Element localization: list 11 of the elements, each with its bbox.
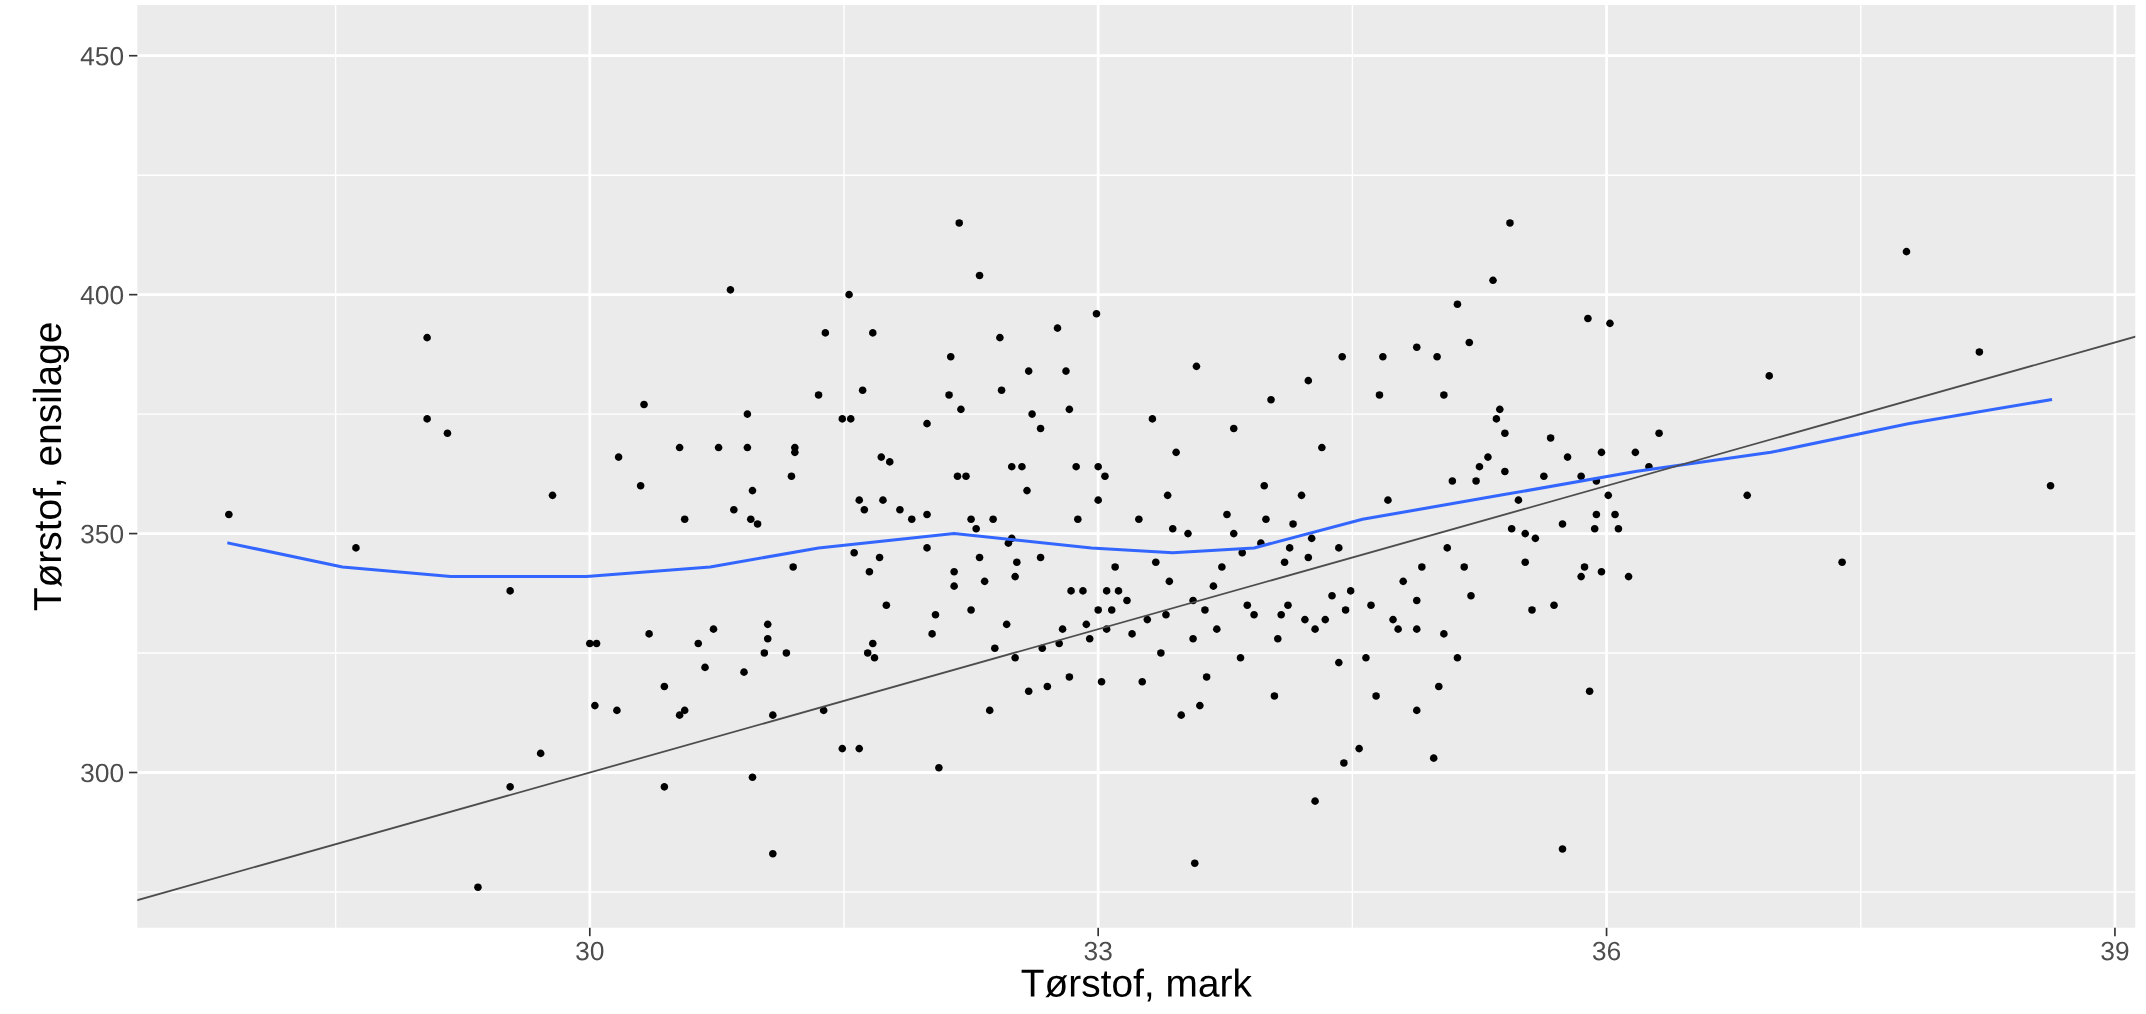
x-tick-label: 36 xyxy=(1592,941,1621,961)
y-tick-label: 350 xyxy=(81,524,124,544)
x-axis-title: Tørstof, mark xyxy=(1021,968,1252,1002)
y-tick-label: 300 xyxy=(81,763,124,783)
x-tick-label: 33 xyxy=(1084,941,1112,961)
line-series xyxy=(227,398,2053,579)
x-tick-label: 30 xyxy=(576,941,604,961)
x-tick-label: 39 xyxy=(2101,941,2129,961)
y-tick-label: 450 xyxy=(80,46,124,66)
y-tick-label: 400 xyxy=(80,285,124,305)
y-axis-title: Tørstof, ensilage xyxy=(32,323,70,611)
